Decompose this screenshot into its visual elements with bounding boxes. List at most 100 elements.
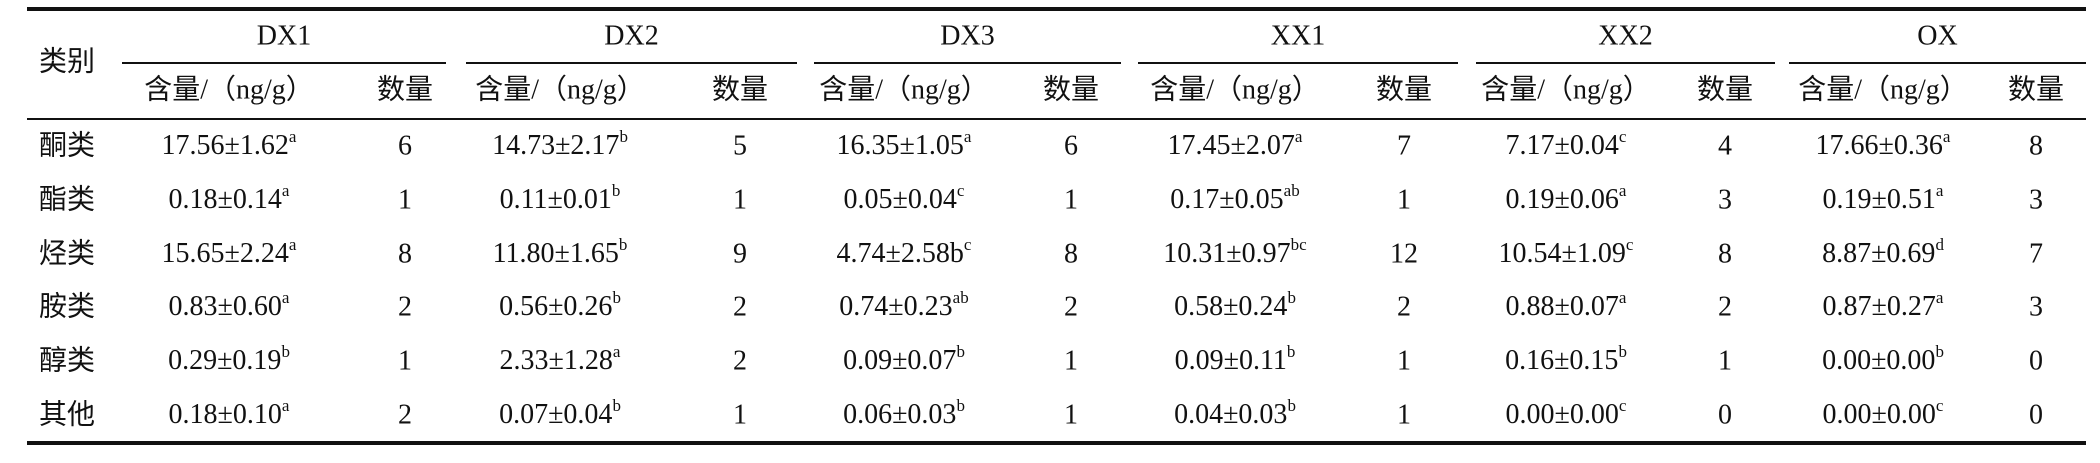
sub-header: 含量/（ng/g） (1798, 73, 1968, 105)
sub-header: 含量/（ng/g） (1481, 73, 1651, 105)
sub-header: 数量 (377, 73, 433, 105)
significance-mark: a (1619, 288, 1627, 307)
significance-mark: b (619, 235, 628, 254)
count-cell: 9 (733, 238, 747, 269)
content-value: 14.73±2.17 (492, 130, 619, 161)
count-cell: 1 (1064, 399, 1078, 430)
sub-header: 含量/（ng/g） (144, 73, 314, 105)
count-cell: 1 (398, 345, 412, 376)
content-value: 2.33±1.28 (500, 345, 613, 376)
significance-mark: a (1936, 288, 1944, 307)
content-value: 0.00±0.00 (1506, 399, 1619, 430)
count-cell: 2 (1064, 291, 1078, 322)
count-cell: 0 (1718, 399, 1732, 430)
content-value: 0.11±0.01 (500, 184, 612, 215)
count-cell: 7 (1397, 130, 1411, 161)
content-value: 0.18±0.10 (169, 399, 282, 430)
group-header: DX1 (257, 20, 311, 51)
significance-mark: a (289, 235, 297, 254)
count-cell: 1 (1718, 345, 1732, 376)
content-value: 0.19±0.51 (1823, 184, 1936, 215)
significance-mark: a (289, 127, 297, 146)
row-label: 胺类 (39, 290, 95, 322)
content-cell: 4.74±2.58bc (837, 235, 972, 270)
content-value: 0.16±0.15 (1505, 345, 1618, 376)
count-cell: 2 (398, 291, 412, 322)
content-cell: 0.19±0.06a (1506, 181, 1627, 216)
significance-mark: bc (1291, 235, 1308, 254)
significance-mark: a (282, 288, 290, 307)
significance-mark: b (1618, 342, 1627, 361)
content-value: 0.17±0.05 (1170, 184, 1283, 215)
content-cell: 0.00±0.00c (1823, 396, 1944, 431)
content-cell: 0.58±0.24b (1174, 288, 1296, 323)
content-cell: 10.54±1.09c (1499, 235, 1634, 270)
content-cell: 0.87±0.27a (1823, 288, 1944, 323)
count-cell: 7 (2029, 238, 2043, 269)
content-value: 0.05±0.04 (844, 184, 957, 215)
significance-mark: a (613, 342, 621, 361)
count-cell: 2 (733, 291, 747, 322)
sub-header: 含量/（ng/g） (819, 73, 989, 105)
significance-mark: a (282, 396, 290, 415)
content-cell: 0.88±0.07a (1506, 288, 1627, 323)
count-cell: 3 (1718, 184, 1732, 215)
count-cell: 2 (1718, 291, 1732, 322)
count-cell: 6 (398, 130, 412, 161)
count-cell: 1 (1064, 345, 1078, 376)
content-value: 0.88±0.07 (1506, 291, 1619, 322)
content-value: 17.66±0.36 (1816, 130, 1943, 161)
significance-mark: a (1936, 181, 1944, 200)
content-cell: 14.73±2.17b (492, 127, 628, 162)
content-value: 17.45±2.07 (1168, 130, 1295, 161)
significance-mark: ab (953, 288, 969, 307)
content-cell: 0.18±0.10a (169, 396, 290, 431)
significance-mark: b (1287, 288, 1296, 307)
content-cell: 17.66±0.36a (1816, 127, 1951, 162)
count-cell: 1 (733, 399, 747, 430)
significance-mark: c (957, 181, 965, 200)
content-value: 0.19±0.06 (1506, 184, 1619, 215)
content-cell: 0.09±0.11b (1175, 342, 1296, 377)
count-cell: 8 (1064, 238, 1078, 269)
group-header: DX3 (940, 20, 994, 51)
sub-header: 含量/（ng/g） (475, 73, 645, 105)
count-cell: 4 (1718, 130, 1732, 161)
significance-mark: ab (1284, 181, 1300, 200)
count-cell: 3 (2029, 291, 2043, 322)
significance-mark: a (1943, 127, 1951, 146)
content-cell: 0.11±0.01b (500, 181, 621, 216)
content-value: 16.35±1.05 (837, 130, 964, 161)
significance-mark: b (619, 127, 628, 146)
content-cell: 0.29±0.19b (168, 342, 290, 377)
significance-mark: d (1935, 235, 1944, 254)
content-cell: 10.31±0.97bc (1163, 235, 1307, 270)
content-cell: 0.56±0.26b (499, 288, 621, 323)
count-cell: 8 (2029, 130, 2043, 161)
count-cell: 1 (1397, 399, 1411, 430)
content-value: 0.58±0.24 (1174, 291, 1287, 322)
group-header: DX2 (604, 20, 658, 51)
content-value: 15.65±2.24 (162, 238, 289, 269)
content-value: 0.83±0.60 (169, 291, 282, 322)
group-header: XX1 (1271, 20, 1325, 51)
content-cell: 0.06±0.03b (843, 396, 965, 431)
content-cell: 0.00±0.00b (1822, 342, 1944, 377)
content-cell: 17.56±1.62a (162, 127, 297, 162)
count-cell: 1 (1064, 184, 1078, 215)
significance-mark: b (1935, 342, 1944, 361)
content-cell: 0.17±0.05ab (1170, 181, 1299, 216)
sub-header: 含量/（ng/g） (1150, 73, 1320, 105)
content-cell: 0.19±0.51a (1823, 181, 1944, 216)
content-value: 0.87±0.27 (1823, 291, 1936, 322)
content-value: 0.04±0.03 (1174, 399, 1287, 430)
category-header: 类别 (39, 45, 95, 77)
count-cell: 1 (1397, 345, 1411, 376)
content-cell: 11.80±1.65b (493, 235, 628, 270)
significance-mark: b (1287, 342, 1296, 361)
count-cell: 5 (733, 130, 747, 161)
content-cell: 0.00±0.00c (1506, 396, 1627, 431)
content-value: 0.74±0.23 (839, 291, 952, 322)
significance-mark: c (1619, 127, 1627, 146)
